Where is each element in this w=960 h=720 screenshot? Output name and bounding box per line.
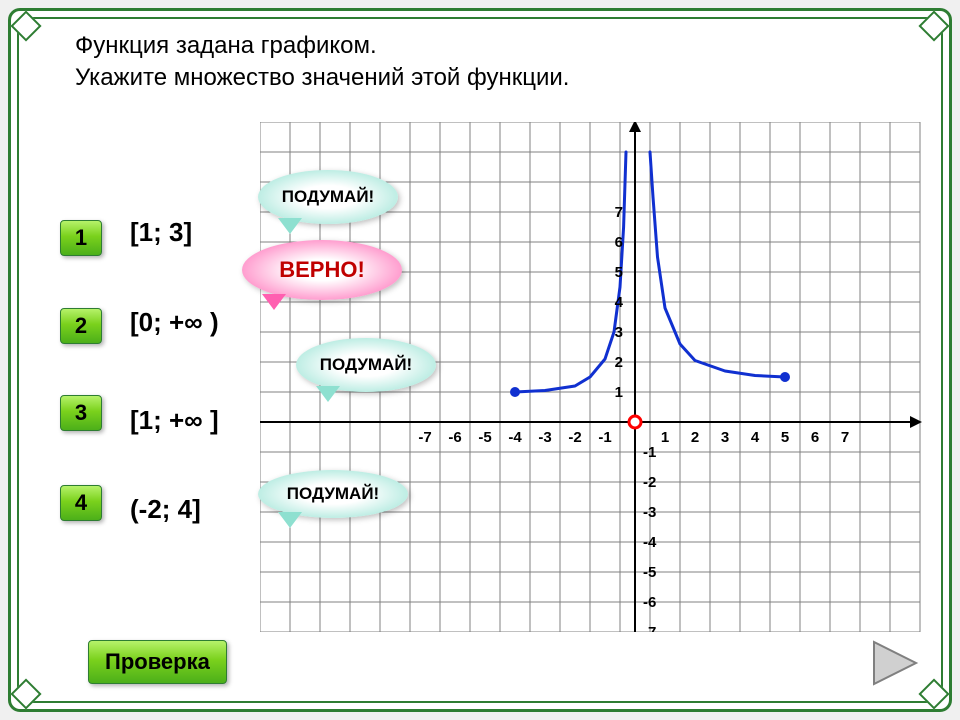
- corner-decor: [10, 678, 41, 709]
- next-slide-button[interactable]: [870, 638, 926, 694]
- option-button-4[interactable]: 4: [60, 485, 102, 521]
- svg-text:-2: -2: [643, 474, 656, 491]
- svg-text:3: 3: [615, 324, 623, 341]
- svg-text:-3: -3: [538, 429, 551, 446]
- feedback-correct: ВЕРНО!: [242, 240, 402, 300]
- svg-text:-2: -2: [568, 429, 581, 446]
- svg-text:4: 4: [615, 294, 624, 311]
- svg-text:7: 7: [615, 204, 623, 221]
- feedback-think: ПОДУМАЙ!: [258, 170, 398, 224]
- svg-text:-5: -5: [643, 564, 656, 581]
- svg-text:-4: -4: [643, 534, 657, 551]
- svg-text:2: 2: [691, 429, 699, 446]
- option-text-4: (-2; 4]: [130, 494, 201, 525]
- svg-text:-6: -6: [643, 594, 656, 611]
- svg-text:-1: -1: [643, 444, 656, 461]
- svg-text:6: 6: [615, 234, 623, 251]
- svg-text:-5: -5: [478, 429, 491, 446]
- svg-text:3: 3: [721, 429, 729, 446]
- svg-text:1: 1: [661, 429, 669, 446]
- svg-text:5: 5: [615, 264, 623, 281]
- svg-text:1: 1: [615, 384, 623, 401]
- svg-text:-1: -1: [598, 429, 611, 446]
- option-text-1: [1; 3]: [130, 217, 192, 248]
- svg-text:4: 4: [751, 429, 760, 446]
- corner-decor: [918, 10, 949, 41]
- svg-text:6: 6: [811, 429, 819, 446]
- svg-text:7: 7: [841, 429, 849, 446]
- corner-decor: [10, 10, 41, 41]
- option-text-2: [0; +∞ ): [130, 307, 219, 338]
- feedback-think: ПОДУМАЙ!: [258, 470, 408, 518]
- option-button-3[interactable]: 3: [60, 395, 102, 431]
- question-text: Функция задана графиком. Укажите множест…: [75, 30, 920, 95]
- svg-text:-6: -6: [448, 429, 461, 446]
- svg-text:5: 5: [781, 429, 789, 446]
- svg-text:-7: -7: [418, 429, 431, 446]
- feedback-think: ПОДУМАЙ!: [296, 338, 436, 392]
- svg-text:-3: -3: [643, 504, 656, 521]
- svg-text:-4: -4: [508, 429, 522, 446]
- question-line1: Функция задана графиком.: [75, 30, 920, 62]
- svg-text:2: 2: [615, 354, 623, 371]
- option-button-2[interactable]: 2: [60, 308, 102, 344]
- check-button[interactable]: Проверка: [88, 640, 227, 684]
- option-text-3: [1; +∞ ]: [130, 405, 219, 436]
- svg-text:-7: -7: [643, 624, 656, 632]
- question-line2: Укажите множество значений этой функции.: [75, 62, 920, 94]
- option-button-1[interactable]: 1: [60, 220, 102, 256]
